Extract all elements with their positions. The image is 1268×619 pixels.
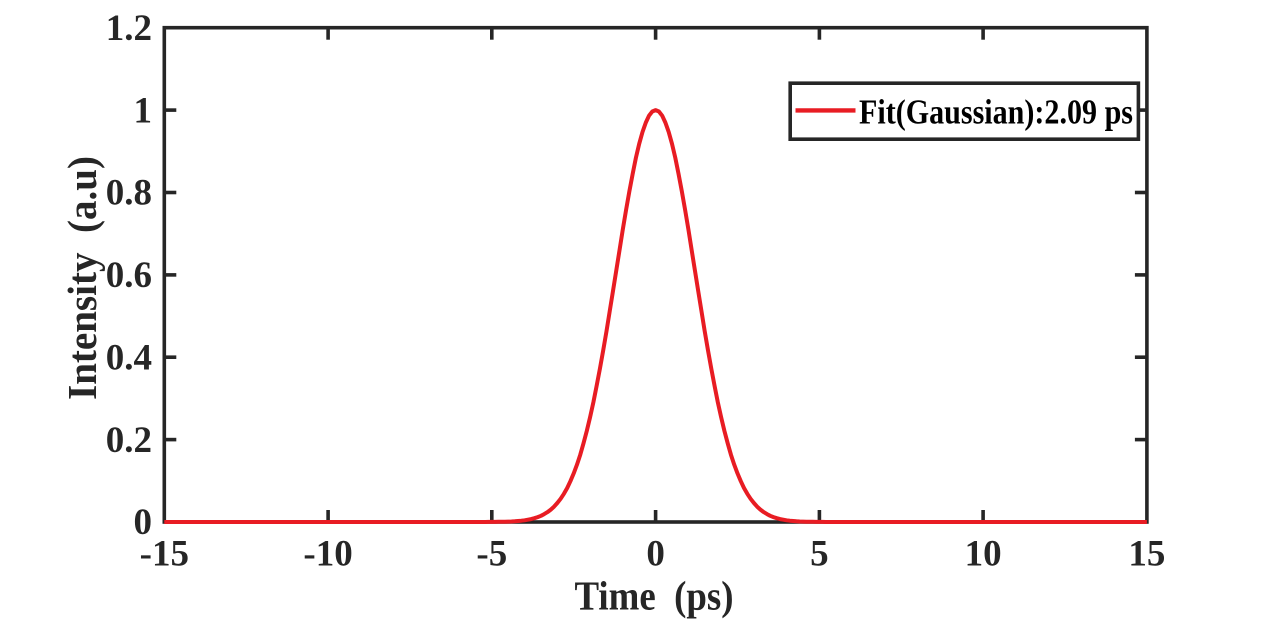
svg-text:-15: -15 bbox=[140, 534, 189, 575]
svg-text:0: 0 bbox=[646, 534, 665, 575]
svg-text:Fit(Gaussian):2.09 ps: Fit(Gaussian):2.09 ps bbox=[859, 93, 1133, 132]
svg-text:0: 0 bbox=[134, 502, 153, 543]
svg-text:1: 1 bbox=[134, 90, 153, 131]
svg-text:Intensity (a.u): Intensity (a.u) bbox=[59, 156, 105, 400]
svg-text:0.8: 0.8 bbox=[106, 173, 152, 214]
svg-text:0.6: 0.6 bbox=[106, 255, 152, 296]
svg-text:-10: -10 bbox=[303, 534, 352, 575]
svg-text:5: 5 bbox=[810, 534, 829, 575]
svg-text:15: 15 bbox=[1128, 534, 1165, 575]
svg-text:0.4: 0.4 bbox=[106, 337, 152, 378]
svg-text:Time (ps): Time (ps) bbox=[575, 573, 734, 619]
svg-text:-5: -5 bbox=[476, 534, 507, 575]
svg-text:1.2: 1.2 bbox=[106, 8, 152, 49]
svg-text:0.2: 0.2 bbox=[106, 420, 152, 461]
svg-text:10: 10 bbox=[965, 534, 1002, 575]
